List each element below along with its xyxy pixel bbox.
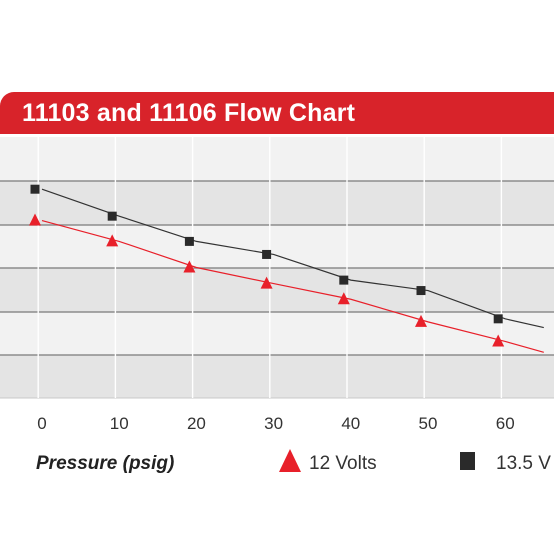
plot-band: [0, 312, 554, 355]
x-tick-label: 0: [37, 414, 46, 433]
x-tick-label: 60: [496, 414, 515, 433]
x-tick-label: 20: [187, 414, 206, 433]
x-tick-label: 10: [110, 414, 129, 433]
x-axis-label: Pressure (psig): [36, 453, 174, 475]
legend-marker-13v: [460, 452, 475, 470]
data-point-13v: [185, 237, 194, 246]
data-point-13v: [339, 276, 348, 285]
legend-label-12v: 12 Volts: [309, 453, 377, 475]
x-tick-label: 30: [264, 414, 283, 433]
x-tick-label: 50: [419, 414, 438, 433]
data-point-13v: [262, 250, 271, 259]
plot-band: [0, 355, 554, 398]
data-point-13v: [108, 212, 117, 221]
legend-label-13v: 13.5 V: [496, 453, 551, 475]
data-point-13v: [31, 185, 40, 194]
data-point-13v: [494, 314, 503, 323]
plot-band: [0, 268, 554, 312]
x-tick-label: 40: [341, 414, 360, 433]
plot-band: [0, 137, 554, 181]
legend-marker-12v: [279, 449, 301, 472]
data-point-13v: [417, 286, 426, 295]
